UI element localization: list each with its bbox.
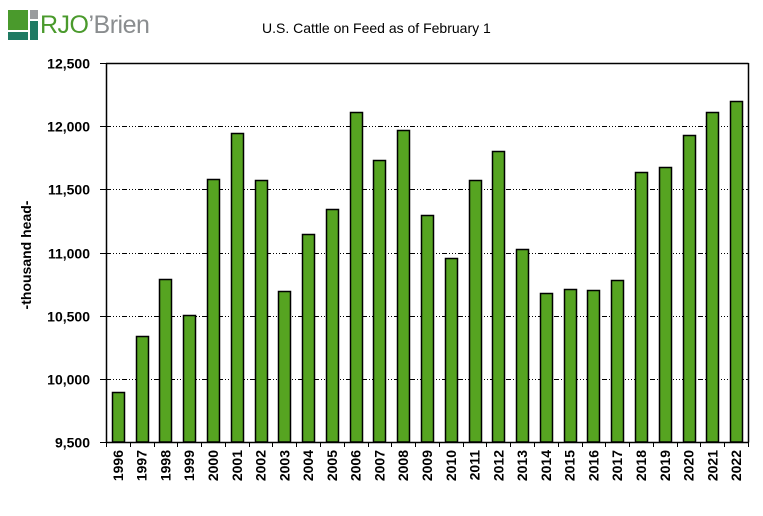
x-tick-label: 2000 <box>205 450 221 481</box>
y-axis-title: -thousand head- <box>18 200 34 309</box>
bar-2016 <box>586 289 601 443</box>
x-tick-label: 2010 <box>443 450 459 481</box>
bar-2020 <box>682 134 697 443</box>
x-tick-label: 2017 <box>609 450 625 481</box>
y-tick-label: 11,500 <box>48 182 90 198</box>
x-tick-label: 2005 <box>324 450 340 481</box>
logo-text-rjo: RJO <box>40 11 89 39</box>
bars <box>111 100 744 443</box>
x-tick-label: 1999 <box>181 450 197 481</box>
bar-2002 <box>254 179 269 443</box>
x-tick-label: 2020 <box>681 450 697 481</box>
chart-title: U.S. Cattle on Feed as of February 1 <box>262 20 491 36</box>
x-tick-label: 1998 <box>157 450 173 481</box>
y-tick-label: 12,500 <box>47 56 90 72</box>
x-tick-label: 2018 <box>633 450 649 481</box>
logo-mark-icon <box>8 10 38 40</box>
x-tick-labels: 1996 1997 1998 1999 2000 2001 2002 2003 2004 2005… <box>110 450 744 481</box>
x-tick-label: 2012 <box>490 450 506 481</box>
x-tick-label: 2019 <box>657 450 673 481</box>
bar-1999 <box>182 314 197 443</box>
bar-2015 <box>563 288 578 443</box>
bar-2019 <box>658 166 673 443</box>
bar-2005 <box>325 208 340 443</box>
bar-2009 <box>420 214 435 443</box>
x-tick-label: 2002 <box>253 450 269 481</box>
bar-2001 <box>230 132 245 443</box>
x-tick-label: 2003 <box>276 450 292 481</box>
bar-2017 <box>610 279 625 443</box>
x-tick-label: 2008 <box>395 450 411 481</box>
bar-1998 <box>158 278 173 443</box>
bar-2007 <box>372 159 387 443</box>
y-tick-label: 10,000 <box>47 372 90 388</box>
bar-2022 <box>729 100 744 443</box>
bar-2003 <box>277 290 292 443</box>
axes <box>100 62 750 447</box>
x-tick-label: 2022 <box>728 450 744 481</box>
bar-2013 <box>515 248 530 443</box>
x-tick-label: 2007 <box>371 450 387 481</box>
bar-2008 <box>396 129 411 443</box>
x-tick-label: 1997 <box>134 450 150 481</box>
x-tick-label: 2001 <box>229 450 245 481</box>
x-tick-label: 2016 <box>585 450 601 481</box>
x-tick-label: 2015 <box>562 450 578 481</box>
x-tick-label: 2009 <box>419 450 435 481</box>
bar-2004 <box>301 233 316 443</box>
bar-1997 <box>135 335 150 443</box>
y-tick-labels: 9,500 10,000 10,500 11,000 11,500 12,000 12,50… <box>47 56 90 451</box>
x-tick-label: 2014 <box>538 450 554 481</box>
y-tick-label: 12,000 <box>47 119 90 135</box>
bar-2006 <box>349 111 364 443</box>
logo-wordmark: RJO’Brien <box>40 9 150 41</box>
y-tick-label: 11,000 <box>48 246 90 262</box>
bar-1996 <box>111 391 126 443</box>
x-tick-label: 1996 <box>110 450 126 481</box>
x-tick-label: 2004 <box>300 450 316 481</box>
rjobrien-logo: RJO’Brien <box>8 9 158 41</box>
bar-2012 <box>491 150 506 443</box>
bar-2010 <box>444 257 459 443</box>
bar-2000 <box>206 178 221 443</box>
y-tick-label: 10,500 <box>47 309 90 325</box>
bar-2011 <box>468 179 483 443</box>
x-tick-label: 2021 <box>704 450 720 481</box>
x-tick-label: 2006 <box>348 450 364 481</box>
logo-text-brien: ’Brien <box>88 11 150 39</box>
bar-2021 <box>705 111 720 443</box>
y-tick-label: 9,500 <box>55 435 90 451</box>
bar-2014 <box>539 292 554 443</box>
bar-2018 <box>634 171 649 443</box>
x-tick-label: 2013 <box>514 450 530 481</box>
x-tick-label: 2011 <box>467 450 483 481</box>
